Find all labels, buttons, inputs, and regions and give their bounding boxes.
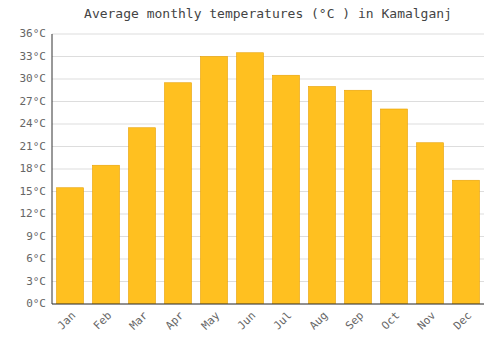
- x-tick-label: Nov: [415, 309, 439, 333]
- y-tick-label: 3°C: [26, 275, 46, 288]
- x-tick-label: Jan: [55, 309, 78, 332]
- grid-line: [52, 304, 484, 305]
- y-tick-label: 0°C: [26, 297, 46, 310]
- x-tick-label: Aug: [307, 309, 330, 332]
- bar: [273, 75, 300, 304]
- bar: [309, 87, 336, 305]
- bars: [57, 53, 480, 304]
- y-tick-label: 36°C: [20, 27, 47, 40]
- x-axis-line: [52, 304, 484, 305]
- y-tick-label: 27°C: [20, 95, 47, 108]
- x-tick-label: Oct: [379, 309, 402, 332]
- bar: [57, 188, 84, 304]
- y-tick-label: 18°C: [20, 162, 47, 175]
- y-tick-label: 21°C: [20, 140, 47, 153]
- x-axis: Jan Feb Mar Apr May Jun Jul Aug Sep Oct Nov Dec: [55, 309, 474, 333]
- y-tick-label: 24°C: [20, 117, 47, 130]
- chart-container: 0°C 3°C 6°C 9°C 12°C 15°C 18°C 21°C 24°C 27°C 30°C…: [0, 0, 500, 350]
- grid-line: [52, 56, 484, 57]
- grid: [52, 34, 484, 304]
- bar: [237, 53, 264, 304]
- y-tick-label: 12°C: [20, 207, 47, 220]
- x-tick-label: Sep: [343, 309, 366, 332]
- chart: 0°C 3°C 6°C 9°C 12°C 15°C 18°C 21°C 24°C 27°C 30°C…: [0, 0, 500, 350]
- y-tick-label: 9°C: [26, 230, 46, 243]
- y-tick-label: 6°C: [26, 252, 46, 265]
- y-axis: 0°C 3°C 6°C 9°C 12°C 15°C 18°C 21°C 24°C 27°C 30°C…: [20, 27, 47, 310]
- grid-line: [52, 79, 484, 80]
- x-tick-label: Apr: [163, 309, 187, 333]
- grid-line: [52, 101, 484, 102]
- grid-line: [52, 34, 484, 35]
- y-tick-label: 15°C: [20, 185, 47, 198]
- bar: [381, 109, 408, 304]
- bar: [129, 128, 156, 304]
- title: Average monthly temperatures (°C ) in Ka…: [84, 6, 452, 21]
- x-tick-label: Mar: [127, 309, 151, 333]
- y-tick-label: 30°C: [20, 72, 47, 85]
- y-tick-label: 33°C: [20, 50, 47, 63]
- grid-line: [52, 124, 484, 125]
- bar: [345, 90, 372, 304]
- bar: [417, 143, 444, 304]
- x-tick-label: Jun: [235, 309, 258, 332]
- bar: [165, 83, 192, 304]
- bar: [93, 165, 120, 304]
- x-tick-label: Feb: [91, 309, 114, 332]
- x-tick-label: Jul: [271, 309, 294, 332]
- y-axis-line: [52, 34, 53, 304]
- x-tick-label: Dec: [451, 309, 474, 332]
- bar: [201, 57, 228, 305]
- x-tick-label: May: [199, 309, 223, 333]
- bar: [453, 180, 480, 304]
